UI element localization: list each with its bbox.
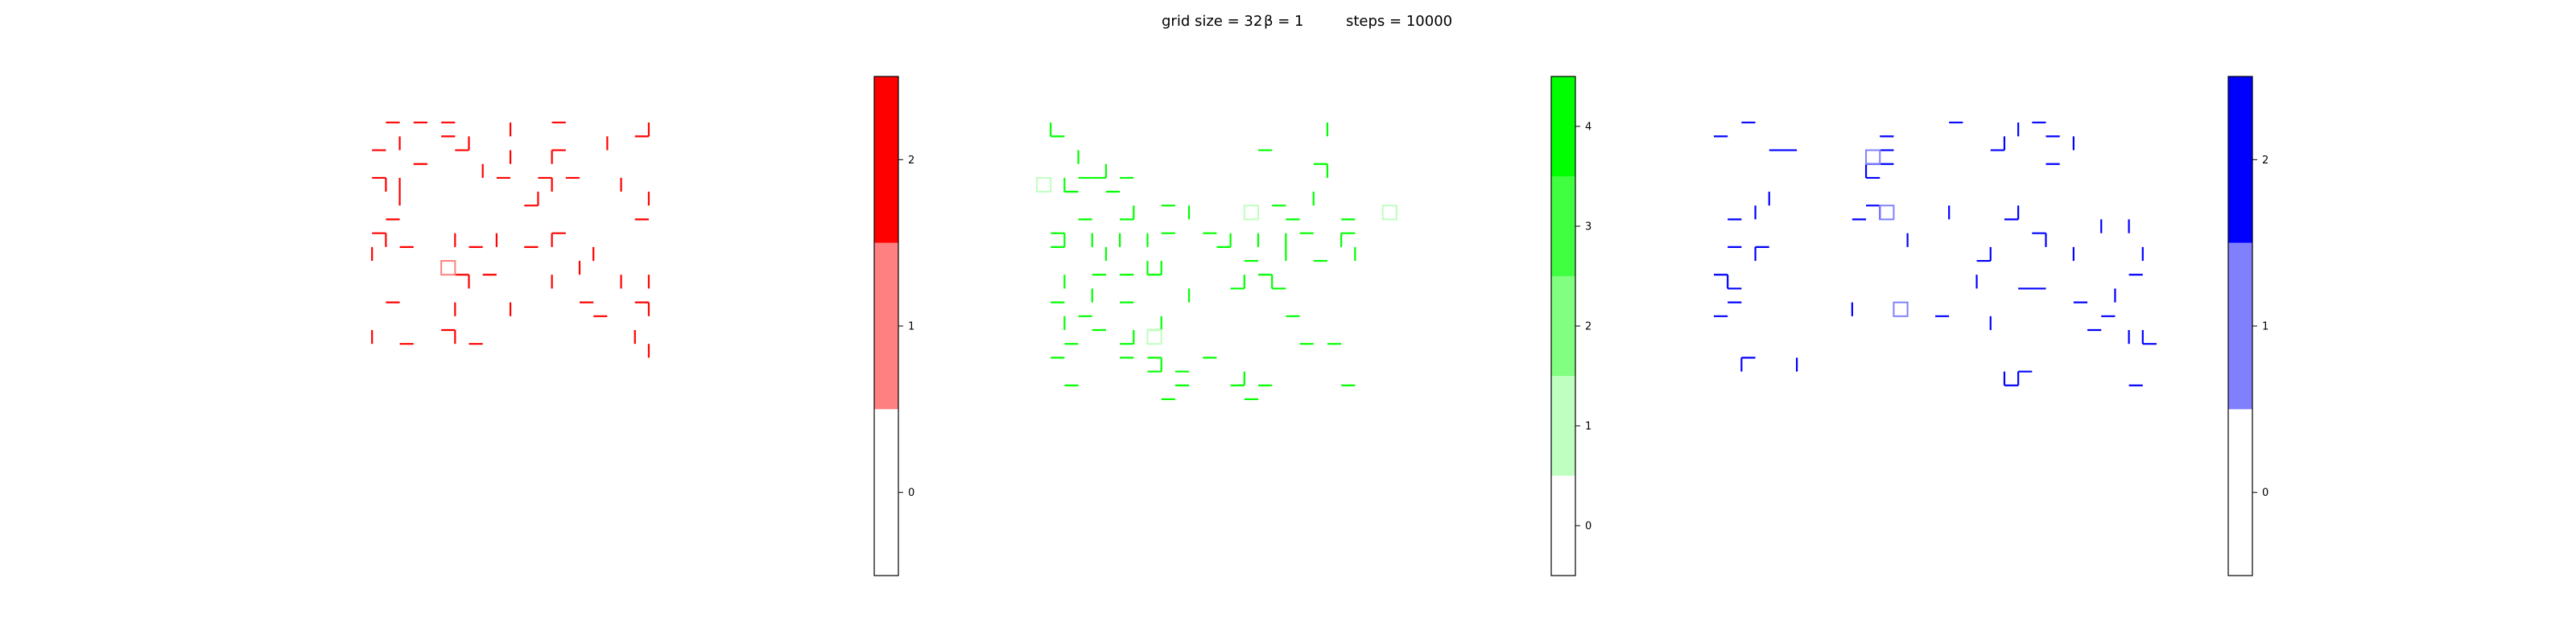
colorbar-band	[2228, 76, 2252, 243]
colorbar-band	[1551, 76, 1575, 176]
panel-2: 0 1 2 3 4	[1036, 76, 1591, 576]
bond-layer	[1036, 122, 1397, 401]
colorbar-tick-label: 0	[908, 487, 914, 499]
colorbar-band	[1551, 276, 1575, 376]
colorbar-tick-label: 2	[908, 155, 914, 167]
colorbar-tick-label: 2	[2262, 155, 2268, 167]
loop-square	[1893, 301, 1909, 317]
loop-square	[1146, 329, 1162, 345]
colorbar-band	[1551, 476, 1575, 576]
panel-3: 0 1 2	[1714, 76, 2268, 576]
colorbar-tick-label: 1	[1585, 421, 1591, 433]
colorbar-tick-label: 0	[1585, 521, 1591, 533]
loop-square	[440, 260, 456, 276]
colorbar-tick-label: 0	[2262, 487, 2268, 499]
colorbar-band	[874, 409, 898, 576]
title-beta: β = 1	[1264, 13, 1303, 30]
colorbar-band	[1551, 376, 1575, 476]
panels-group: 0 1 2 0 1 2 3 4 0 1 2	[371, 76, 2268, 576]
colorbar-1: 0 1 2	[873, 76, 914, 576]
colorbar-band	[1551, 176, 1575, 276]
panel-1: 0 1 2	[371, 76, 914, 576]
loop-square	[1381, 204, 1397, 221]
colorbar-3: 0 1 2	[2227, 76, 2268, 576]
loop-square	[1243, 204, 1259, 221]
title-grid-size: grid size = 32	[1162, 13, 1262, 30]
bond-layer	[371, 122, 650, 358]
loop-square	[1036, 176, 1052, 193]
colorbar-tick-label: 2	[1585, 321, 1591, 333]
bond-layer	[1714, 122, 2157, 386]
colorbar-tick-label: 4	[1585, 122, 1591, 134]
title-steps: steps = 10000	[1346, 13, 1452, 30]
colorbar-tick-label: 1	[908, 321, 914, 333]
loop-square	[1865, 149, 1881, 165]
colorbar-band	[2228, 409, 2252, 576]
colorbar-tick-label: 1	[2262, 321, 2268, 333]
colorbar-band	[874, 76, 898, 243]
colorbar-tick-label: 3	[1585, 221, 1591, 233]
colorbar-2: 0 1 2 3 4	[1550, 76, 1591, 576]
loop-square	[1879, 204, 1895, 221]
colorbar-band	[874, 242, 898, 410]
colorbar-band	[2228, 242, 2252, 410]
